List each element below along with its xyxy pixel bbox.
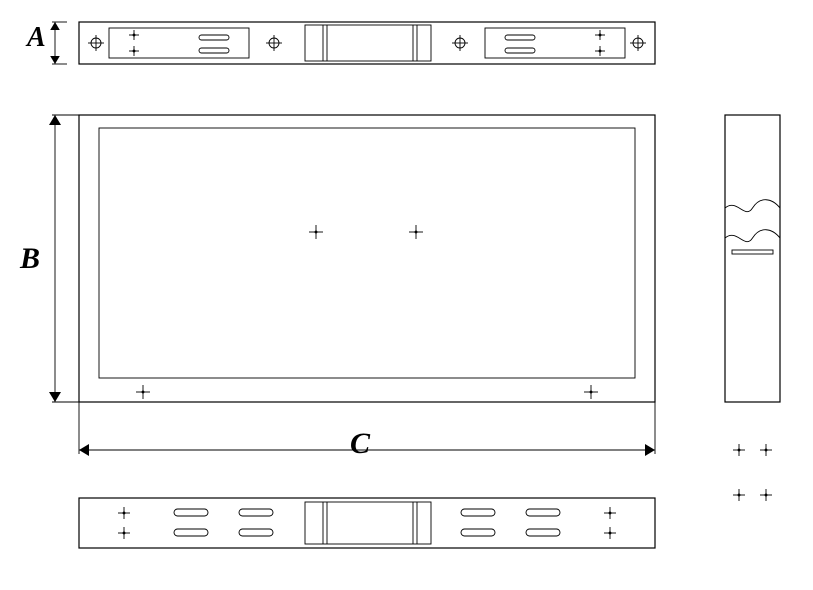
dim-label-c: C [350,427,370,461]
dim-label-a: A [27,22,46,54]
dimension-a [50,22,67,64]
technical-drawing [0,0,813,590]
bottom-strip-view [79,498,655,548]
dimension-b [49,115,82,402]
top-strip-view [79,22,655,64]
side-view-details [732,250,773,501]
side-view [725,115,780,402]
front-view [79,115,655,402]
dim-label-b: B [20,242,40,276]
drawing-stage: A B C [0,0,813,590]
